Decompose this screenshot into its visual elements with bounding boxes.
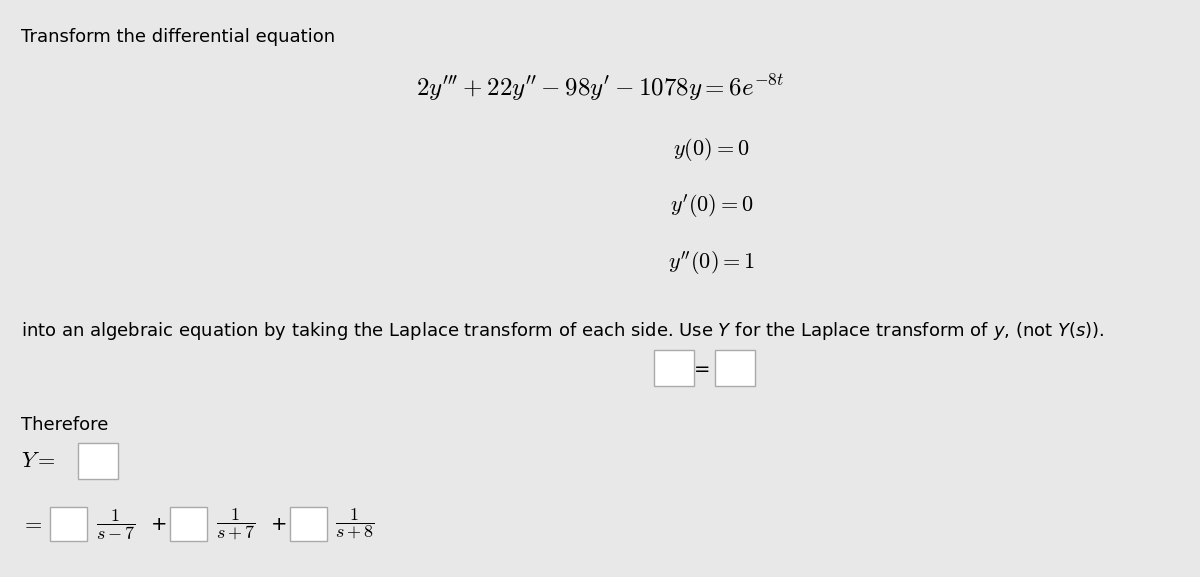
FancyBboxPatch shape xyxy=(49,507,88,541)
Text: into an algebraic equation by taking the Laplace transform of each side. Use $Y$: into an algebraic equation by taking the… xyxy=(22,320,1105,342)
Text: $+$: $+$ xyxy=(150,515,166,534)
FancyBboxPatch shape xyxy=(715,350,755,386)
Text: $y''(0) = 1$: $y''(0) = 1$ xyxy=(668,249,755,277)
Text: $=$: $=$ xyxy=(22,513,43,533)
Text: $\dfrac{1}{s+8}$: $\dfrac{1}{s+8}$ xyxy=(336,507,376,541)
Text: Therefore: Therefore xyxy=(22,415,109,434)
FancyBboxPatch shape xyxy=(654,350,694,386)
Text: $+$: $+$ xyxy=(270,515,286,534)
Text: $2y''' + 22y'' - 98y' - 1078y = 6e^{-8t}$: $2y''' + 22y'' - 98y' - 1078y = 6e^{-8t}… xyxy=(415,73,785,103)
Text: $y'(0) = 0$: $y'(0) = 0$ xyxy=(670,193,754,220)
FancyBboxPatch shape xyxy=(289,507,328,541)
Text: Transform the differential equation: Transform the differential equation xyxy=(22,28,336,46)
Text: $\dfrac{1}{s-7}$: $\dfrac{1}{s-7}$ xyxy=(96,507,136,542)
Text: $=$: $=$ xyxy=(690,358,710,377)
Text: $y(0) = 0$: $y(0) = 0$ xyxy=(673,137,750,163)
Text: $Y=$: $Y=$ xyxy=(22,451,56,471)
Text: $\dfrac{1}{s+7}$: $\dfrac{1}{s+7}$ xyxy=(216,507,256,542)
FancyBboxPatch shape xyxy=(169,507,208,541)
FancyBboxPatch shape xyxy=(78,443,118,479)
